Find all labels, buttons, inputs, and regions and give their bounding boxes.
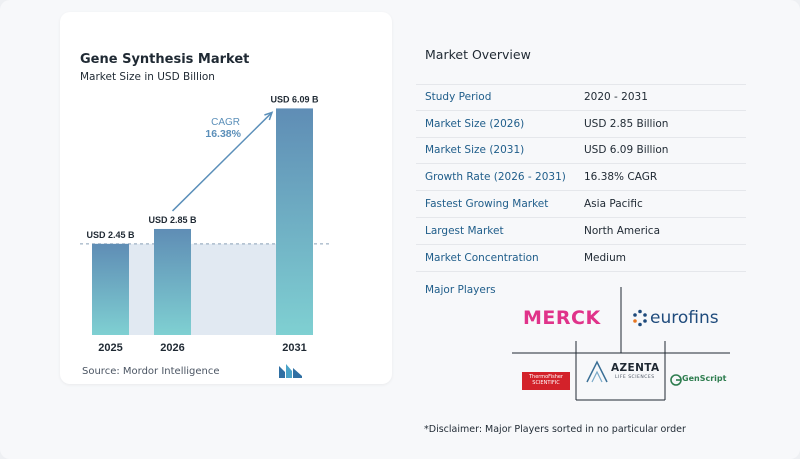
chart-card: Gene Synthesis Market Market Size in USD… xyxy=(60,12,392,384)
chart-subtitle: Market Size in USD Billion xyxy=(80,71,215,83)
major-players-title: Major Players xyxy=(425,284,496,296)
source-label: Source: xyxy=(82,366,120,377)
data-label-2025: USD 2.45 B xyxy=(86,230,135,240)
data-label-2026: USD 2.85 B xyxy=(148,215,197,225)
overview-row-label: Study Period xyxy=(425,91,492,104)
bar-2025 xyxy=(92,243,129,335)
overview-row-value: Asia Pacific xyxy=(584,198,643,211)
cagr-arrowhead xyxy=(264,111,274,121)
overview-row: Study Period 2020 - 2031 xyxy=(416,84,746,111)
bar-2026 xyxy=(154,228,191,335)
source-note: Source: Mordor Intelligence xyxy=(82,366,220,377)
overview-row-label: Market Size (2026) xyxy=(425,117,525,130)
market-overview-title: Market Overview xyxy=(425,47,531,62)
overview-row: Fastest Growing Market Asia Pacific xyxy=(416,191,746,218)
data-label-2031: USD 6.09 B xyxy=(270,94,319,104)
x-tick-2026: 2026 xyxy=(160,342,184,354)
overview-row-label: Market Size (2031) xyxy=(425,144,525,157)
overview-row-label: Fastest Growing Market xyxy=(425,198,549,211)
cagr-arrow xyxy=(171,111,273,212)
x-tick-2025: 2025 xyxy=(98,342,122,354)
overview-row: Market Size (2026) USD 2.85 Billion xyxy=(416,111,746,138)
overview-row-label: Market Concentration xyxy=(425,251,539,264)
overview-row-value: 2020 - 2031 xyxy=(584,91,648,104)
overview-row-value: Medium xyxy=(584,251,626,264)
bar-chart: USD 2.45 B 2025 USD 2.85 B 2026 USD 6.09 B 20… xyxy=(80,94,330,354)
source-name: Mordor Intelligence xyxy=(122,366,220,377)
overview-row-label: Growth Rate (2026 - 2031) xyxy=(425,171,566,184)
cagr-label: CAGR xyxy=(211,117,240,128)
overview-row-value: USD 6.09 Billion xyxy=(584,144,669,157)
x-tick-2031: 2031 xyxy=(282,342,306,354)
mordor-intelligence-logo-icon xyxy=(279,364,302,378)
chart-title: Gene Synthesis Market xyxy=(80,52,250,67)
overview-row: Market Concentration Medium xyxy=(416,245,746,272)
overview-row: Growth Rate (2026 - 2031) 16.38% CAGR xyxy=(416,164,746,192)
overview-row-value: USD 2.85 Billion xyxy=(584,117,669,130)
cagr-value: 16.38% xyxy=(205,128,241,140)
overview-row-value: 16.38% CAGR xyxy=(584,171,658,184)
overview-row-value: North America xyxy=(584,224,661,237)
market-overview-table: Study Period 2020 - 2031 Market Size (20… xyxy=(416,84,746,272)
overview-row: Market Size (2031) USD 6.09 Billion xyxy=(416,138,746,165)
bar-2031 xyxy=(276,108,313,336)
overview-row: Largest Market North America xyxy=(416,218,746,245)
overview-row-label: Largest Market xyxy=(425,224,504,237)
disclaimer-note: *Disclaimer: Major Players sorted in no … xyxy=(424,424,686,435)
